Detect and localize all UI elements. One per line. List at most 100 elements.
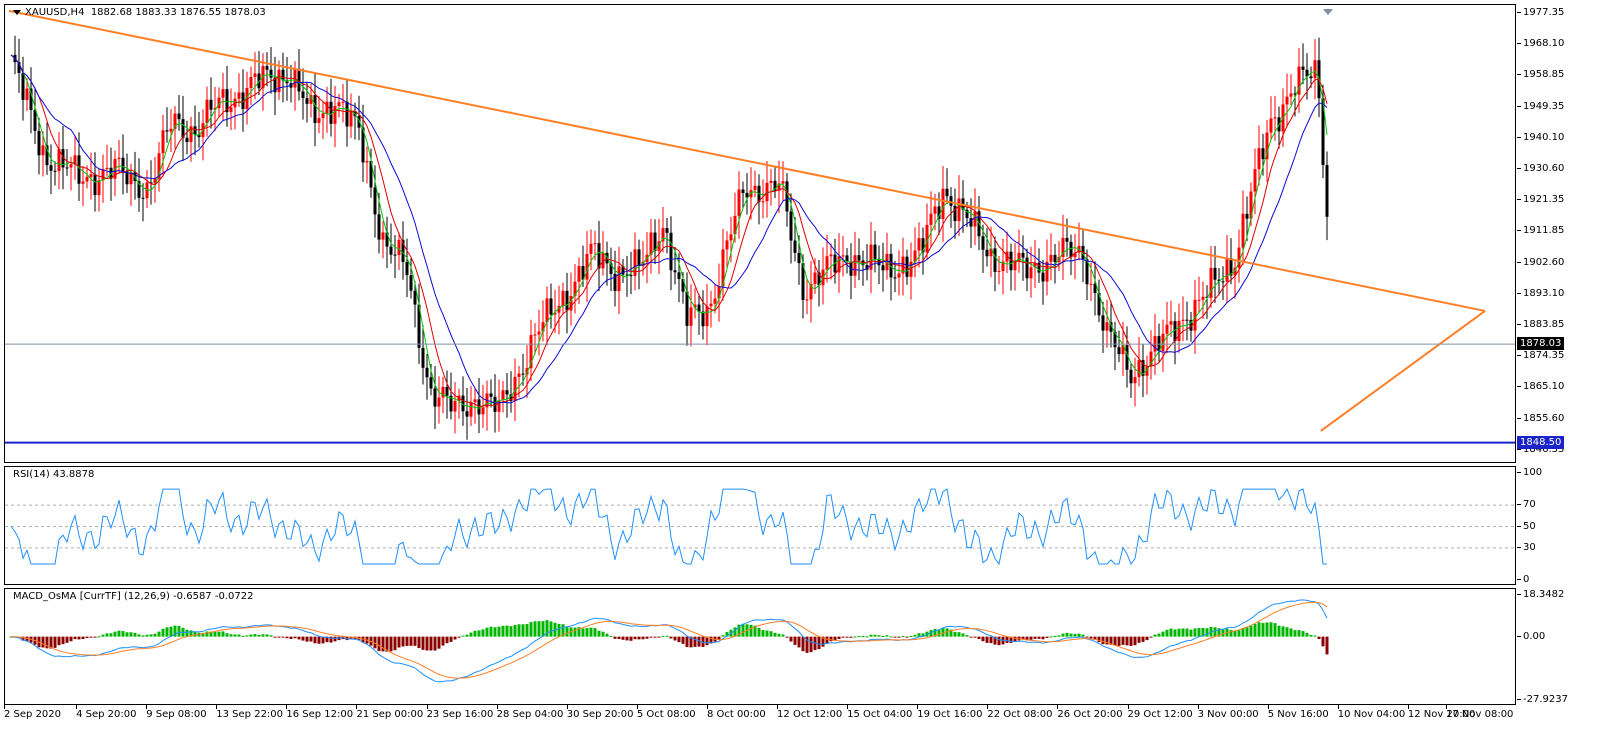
price-tick-label: 1874.35 [1516,350,1565,362]
osma-bar [53,636,57,648]
candle-body [765,182,769,202]
chart-shift-marker-icon[interactable] [1323,9,1333,15]
candle-body [129,172,133,185]
candle-body [1177,320,1181,341]
candle-body [357,116,361,128]
candle-body [937,206,941,220]
support-price-label: 1848.50 [1517,435,1565,449]
dropdown-triangle-icon[interactable] [13,9,21,15]
candle-body [509,394,513,401]
candle-body [429,377,433,389]
osma-bar [917,633,921,637]
osma-bar [725,631,729,637]
osma-bar [161,628,165,637]
candle-body [25,88,29,101]
candle-body [97,180,101,196]
osma-bar [557,623,561,637]
candle-body [1213,267,1217,280]
candle-body [625,274,629,276]
osma-bar [101,634,105,637]
osma-bar [613,636,617,639]
osma-bar [261,634,265,637]
osma-bar [821,636,825,647]
candle-body [569,295,573,311]
candle-body [1117,347,1121,355]
candle-body [557,305,561,313]
osma-bar [237,634,241,637]
candle-body [1305,69,1309,77]
candle-body [913,250,917,262]
osma-bar [1265,622,1269,637]
candle-body [1169,321,1173,325]
candle-body [741,189,745,193]
osma-bar [461,635,465,637]
osma-bar [1037,636,1041,639]
candle-body [905,256,909,277]
price-chart-svg [5,9,1515,444]
candle-body [749,190,753,198]
candle-body [469,402,473,417]
candle-body [989,248,993,257]
candle-body [121,157,125,172]
osma-bar [905,636,909,638]
osma-bar [1213,627,1217,637]
candle-body [685,291,689,326]
candle-body [649,232,653,255]
candle-body [601,252,605,269]
candle-body [897,273,901,278]
candle-body [1309,76,1313,79]
candle-body [217,97,221,109]
candle-body [81,181,85,184]
candle-body [1289,93,1293,97]
candle-body [1205,296,1209,298]
candle-body [1157,336,1161,352]
osma-bar [657,636,661,638]
time-tick-label: 8 Oct 00:00 [706,705,766,720]
candle-body [277,69,281,93]
osma-bar [1049,636,1053,638]
candle-body [705,306,709,327]
osma-bar [997,636,1001,646]
osma-bar [1289,628,1293,637]
candle-body [1253,169,1257,192]
osma-bar [489,626,493,637]
macd-pane[interactable]: MACD_OsMA [CurrTF] (12,26,9) -0.6587 -0.… [4,588,1516,705]
rsi-tick-label: 50 [1517,520,1536,532]
osma-bar [585,628,589,637]
candle-body [605,252,609,264]
candle-body [421,347,425,368]
candle-body [1237,247,1241,268]
rsi-pane[interactable]: RSI(14) 43.8878 [4,466,1516,585]
osma-bar [829,636,833,642]
candle-body [333,106,337,124]
osma-bar [97,636,101,638]
osma-bar [49,636,53,649]
osma-bar [497,626,501,637]
macd-chart-svg [9,599,1329,683]
candle-body [669,232,673,271]
osma-bar [281,636,285,638]
candle-body [445,386,449,396]
price-chart-pane[interactable]: XAUUSD,H4 1882.68 1883.33 1876.55 1878.0… [4,4,1516,463]
candle-body [249,77,253,89]
osma-bar [957,632,961,637]
osma-bar [1145,636,1149,641]
osma-bar [1189,629,1193,637]
candle-body [841,255,845,257]
candle-body [21,73,25,101]
osma-bar [965,635,969,637]
rsi-label: RSI(14) 43.8878 [13,469,95,480]
candle-body [709,303,713,307]
candle-body [1181,319,1185,321]
candle-body [465,411,469,417]
time-tick-label: 9 Sep 08:00 [146,705,207,720]
osma-bar [209,631,213,637]
time-tick-label: 12 Oct 12:00 [777,705,843,720]
time-tick-label: 26 Oct 20:00 [1057,705,1123,720]
osma-bar [849,636,853,638]
osma-bar [1237,630,1241,637]
osma-bar [993,636,997,645]
osma-bar [1321,636,1325,647]
candle-body [245,88,249,109]
candle-body [793,240,797,253]
